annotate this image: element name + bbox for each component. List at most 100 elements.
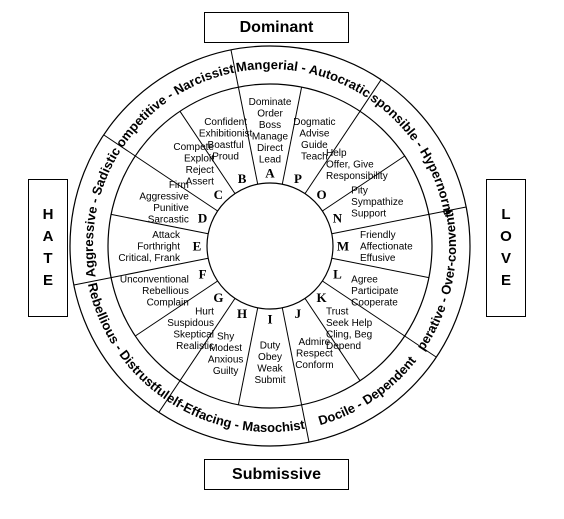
segment-divider [322,280,405,337]
middle-ring [107,83,433,409]
segment-word: Submit [254,375,285,386]
segment-letter: M [337,239,349,254]
segment-divider [304,298,361,381]
segment-word: Friendly [360,230,396,241]
octant-divider [404,335,437,358]
segment-word: Effusive [360,253,396,264]
segment-letter: G [213,290,223,305]
segment-word: Cooperate [351,297,398,308]
segment-letter: J [295,306,302,321]
outer-ring [69,45,471,447]
segment-word: Weak [257,363,283,374]
segment-divider [179,298,236,381]
segment-word: Shy [217,331,234,342]
segment-word: Support [351,209,386,220]
segment-letter: K [317,290,328,305]
segment-word: Compete [173,142,214,153]
octant-divider [73,277,112,286]
octant-divider [158,380,181,413]
segment-word: Lead [259,154,281,165]
segment-word: Teach [301,152,328,163]
segment-word: Guilty [213,366,239,377]
segment-word: Modest [209,343,242,354]
segment-word: Unconventional [120,274,189,285]
segment-divider [237,87,259,185]
segment-word: Anxious [208,354,244,365]
segment-word: Rebellious [142,286,189,297]
segment-divider [135,280,218,337]
segment-word: Admire [299,337,331,348]
segment-word: Seek Help [326,318,373,329]
segment-divider [281,307,303,405]
segment-word: Boastful [208,140,244,151]
pole-letter: H [42,206,54,223]
segment-word: Dogmatic [293,117,335,128]
dominant-label-box: Dominant [204,12,349,43]
segment-word: Exhibitionist [199,129,253,140]
segment-letter: B [238,171,247,186]
segment-word: Agree [351,274,378,285]
segment-word: Participate [351,286,399,297]
wheel-rings [69,45,471,447]
octant-divider [301,404,310,443]
segment-word: Forthright [137,242,180,253]
segment-divider [331,257,429,279]
segment-divider [111,213,209,235]
submissive-label: Submissive [232,465,321,483]
segment-divider [322,155,405,212]
segment-word: Obey [258,352,282,363]
segment-word: Realistic [176,341,214,352]
segment-divider [281,87,303,185]
pole-letter: E [500,272,511,289]
segment-divider [237,307,259,405]
segment-word: Aggressive [139,191,189,202]
segment-word: Dominate [249,97,292,108]
pole-letter: E [42,272,53,289]
wheel-spokes [73,49,467,443]
segment-word: Conform [295,360,333,371]
segment-divider [304,111,361,194]
octant-divider [428,206,467,215]
submissive-label-box: Submissive [204,459,349,490]
segment-word: Respect [296,349,333,360]
segment-word: Critical, Frank [118,253,181,264]
segment-word: Advise [299,129,329,140]
segment-word: Assert [186,177,215,188]
segment-letter: N [333,211,343,226]
segment-word: Firm [169,180,189,191]
octant-divider [359,79,382,112]
segment-word: Pity [351,186,368,197]
segment-word: Sympathize [351,197,404,208]
segment-letter: I [267,312,272,327]
segment-word: Exploit [184,154,214,165]
segment-word: Boss [259,120,281,131]
segment-word: Offer, Give [326,159,374,170]
segment-letter: O [317,187,327,202]
pole-letter: V [500,250,511,267]
segment-divider [331,213,429,235]
segment-word: Manage [252,131,289,142]
segment-word: Direct [257,143,283,154]
segment-word: Complain [147,297,189,308]
segment-word: Punitive [153,203,189,214]
segment-word: Attack [152,230,181,241]
segment-divider [179,111,236,194]
segment-letter: A [265,166,275,181]
segment-word: Confident [204,117,247,128]
segment-word: Help [326,148,347,159]
segment-word: Trust [326,306,349,317]
segment-word: Proud [212,152,239,163]
octant-divider [230,49,239,88]
segment-word: Depend [326,341,361,352]
segment-letter: D [198,211,207,226]
segment-word: Skeptical [173,329,214,340]
segment-word: Suspidous [167,318,214,329]
pole-letter: A [42,228,54,245]
segment-divider [111,257,209,279]
segment-letter: H [237,306,247,321]
